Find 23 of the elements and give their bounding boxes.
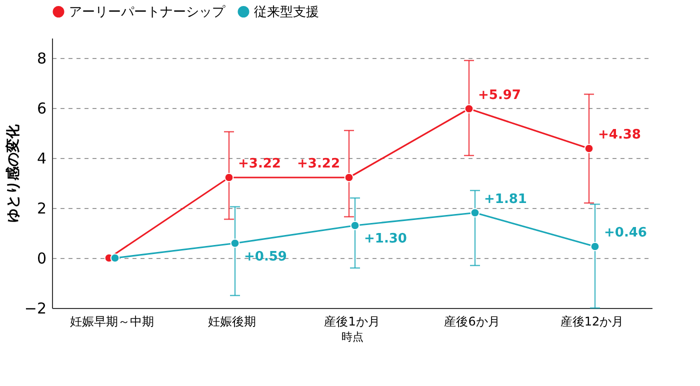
y-tick-label: 0 [36, 250, 46, 268]
x-tick-label: 産後6か月 [444, 314, 500, 328]
x-tick-label: 産後1か月 [324, 314, 380, 328]
x-tick-label: 妊娠早期～中期 [70, 314, 154, 328]
x-tick-label: 産後12か月 [560, 314, 624, 328]
data-label: +0.46 [604, 226, 647, 240]
y-axis-title: ゆとり感の変化 [4, 124, 22, 222]
data-label: +5.97 [478, 88, 521, 103]
data-label: +1.81 [484, 192, 527, 207]
y-tick-label: 4 [36, 150, 46, 168]
data-label: +1.30 [364, 232, 407, 246]
legend-label: アーリーパートナーシップ [69, 4, 226, 20]
x-tick-label: 妊娠後期 [208, 314, 256, 328]
y-tick-label: 6 [36, 100, 46, 118]
data-label: +3.22 [297, 156, 340, 172]
x-axis-title: 時点 [342, 330, 364, 344]
data-label: +4.38 [598, 128, 641, 142]
data-label: +3.22 [238, 156, 281, 172]
y-tick-label: 2 [36, 200, 46, 218]
data-label: +0.59 [244, 249, 287, 264]
y-tick-label: 8 [36, 50, 46, 68]
legend-label: 従来型支援 [254, 4, 319, 20]
y-tick-label: −2 [24, 300, 46, 318]
